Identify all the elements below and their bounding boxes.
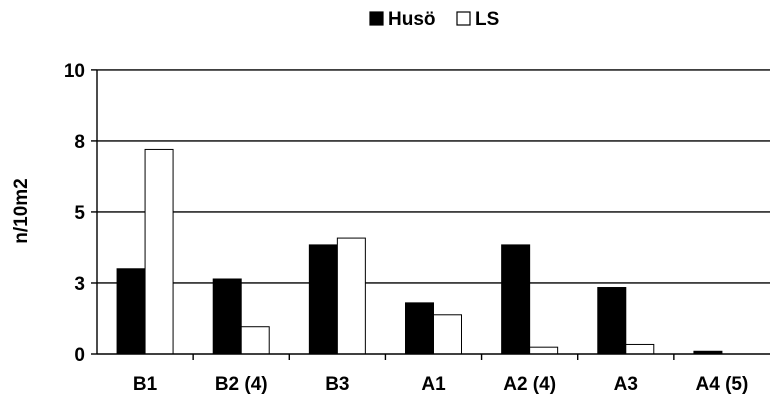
- axes: [91, 69, 770, 360]
- bar-ls-0: [144, 148, 174, 355]
- bar-ls-4: [529, 346, 559, 355]
- bars: [116, 148, 723, 355]
- bar-ls-3: [433, 314, 462, 355]
- y-tick-label-2: 5: [74, 203, 85, 224]
- bar-huso-3: [405, 302, 434, 355]
- bar-huso-5: [597, 287, 627, 355]
- legend-swatch-1: [456, 11, 471, 26]
- x-category-label-6: A4 (5): [696, 374, 749, 395]
- grid-lines: [97, 69, 770, 284]
- y-tick-label-1: 3: [74, 274, 85, 295]
- legend-label-0: Husö: [388, 9, 436, 30]
- x-category-labels: B1 B2 (4) B3 A1 A2 (4) A3 A4 (5): [133, 374, 748, 395]
- y-tick-label-4: 10: [64, 61, 85, 82]
- bar-huso-0: [116, 268, 146, 355]
- bar-huso-1: [212, 278, 242, 355]
- y-tick-label-0: 0: [74, 345, 85, 366]
- bar-ls-5: [625, 343, 655, 355]
- x-category-label-1: B2 (4): [215, 374, 268, 395]
- bar-huso-4: [501, 244, 531, 355]
- legend-swatch-0: [369, 11, 384, 26]
- y-tick-label-3: 8: [74, 132, 85, 153]
- x-category-label-2: B3: [325, 374, 349, 395]
- y-tick-labels: 0 3 5 8 10: [64, 61, 86, 366]
- x-category-label-5: A3: [614, 374, 638, 395]
- x-category-label-4: A2 (4): [503, 374, 556, 395]
- x-category-label-3: A1: [421, 374, 446, 395]
- y-axis-title: n/10m2: [11, 178, 32, 243]
- legend: Husö LS: [369, 9, 499, 30]
- bar-huso-2: [308, 244, 338, 355]
- legend-label-1: LS: [475, 9, 499, 30]
- bar-ls-1: [240, 326, 270, 355]
- x-category-label-0: B1: [133, 374, 158, 395]
- bar-ls-2: [336, 237, 366, 355]
